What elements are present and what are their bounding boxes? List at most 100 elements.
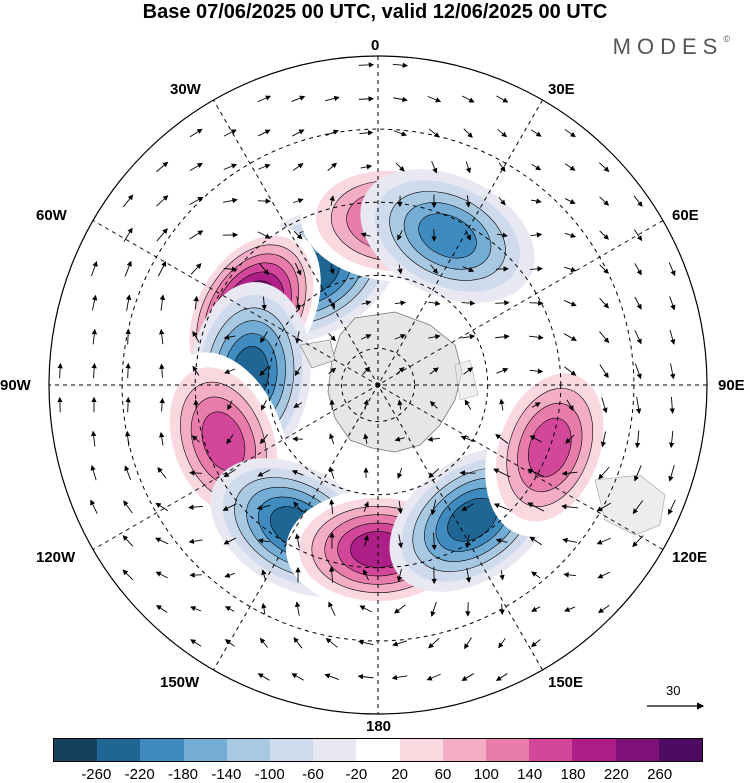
lon-label-150w: 150W: [160, 674, 200, 691]
lon-label-30w: 30W: [170, 81, 201, 98]
wind-arrow: [363, 569, 369, 581]
wind-arrow: [463, 637, 472, 650]
wind-arrow: [668, 465, 675, 482]
wind-arrow: [325, 129, 339, 136]
wind-arrow: [295, 331, 301, 344]
colorbar-swatch: [529, 739, 573, 761]
colorbar-swatch: [226, 739, 271, 761]
wind-arrow: [192, 330, 200, 343]
wind-arrow: [598, 162, 610, 172]
anomaly-field: [158, 160, 615, 610]
wind-arrow: [498, 162, 506, 172]
wind-arrow: [223, 334, 236, 340]
wind-arrow: [529, 435, 542, 443]
map-title: Base 07/06/2025 00 UTC, valid 12/06/2025…: [142, 1, 608, 23]
colorbar-swatch: [313, 739, 357, 761]
colorbar-tick-label: -180: [167, 766, 199, 783]
wind-arrow: [259, 366, 269, 377]
wind-arrow: [531, 402, 541, 408]
wind-arrow: [461, 503, 475, 511]
wind-arrow: [632, 535, 644, 548]
brand-mark: ©: [723, 34, 730, 44]
wind-arrow: [598, 466, 610, 480]
vector-scale-label: 30: [666, 683, 681, 698]
wind-arrow: [531, 198, 542, 204]
brand-logo: MODES©: [613, 34, 730, 60]
map-border: [48, 55, 708, 715]
lon-label-150e: 150E: [548, 674, 584, 691]
colorbar-swatch: [399, 739, 443, 761]
wind-arrow: [562, 537, 578, 544]
wind-arrow: [493, 503, 510, 511]
wind-arrow: [634, 430, 641, 449]
wind-arrow: [125, 396, 131, 413]
wind-arrow: [225, 606, 235, 612]
colorbar-tick-label: 260: [647, 766, 673, 783]
wind-arrow: [531, 571, 541, 579]
wind-arrow: [156, 195, 169, 207]
lon-label-0: 0: [371, 37, 380, 54]
wind-arrow: [193, 295, 199, 310]
wind-arrow: [329, 499, 335, 515]
wind-arrow: [529, 368, 544, 374]
wind-arrow: [123, 500, 133, 514]
wind-arrow: [527, 468, 545, 478]
wind-arrow: [363, 534, 369, 547]
wind-arrow: [669, 363, 676, 380]
wind-arrow: [261, 569, 267, 580]
wind-arrow: [599, 331, 610, 344]
wind-arrow: [564, 198, 576, 204]
wind-arrow: [394, 604, 406, 614]
negative-anomaly-contour: [418, 213, 477, 259]
wind-arrow: [90, 499, 98, 514]
wind-arrow: [394, 334, 406, 340]
wind-arrow: [223, 129, 237, 137]
wind-arrow: [91, 294, 98, 311]
wind-arrow: [465, 161, 471, 174]
wind-arrow: [125, 328, 131, 345]
wind-arrow: [324, 673, 339, 680]
wind-arrow: [223, 468, 236, 478]
colorbar-swatch: [658, 739, 703, 761]
wind-arrow: [391, 674, 408, 681]
wind-arrow: [596, 502, 611, 512]
polar-map: [48, 55, 708, 715]
wind-arrow: [188, 538, 203, 544]
wind-arrow: [91, 328, 98, 345]
wind-arrow: [495, 300, 510, 306]
wind-arrow: [527, 502, 545, 512]
lon-label-90e: 90E: [718, 377, 745, 394]
wind-arrow: [599, 230, 609, 240]
wind-arrow: [223, 266, 238, 272]
wind-arrow: [634, 263, 642, 276]
wind-arrow: [359, 130, 374, 136]
wind-arrow: [634, 330, 642, 345]
wind-arrow: [564, 366, 577, 376]
wind-arrow: [328, 333, 336, 342]
wind-arrow: [257, 538, 270, 544]
wind-arrow: [497, 128, 508, 138]
wind-arrow: [563, 572, 576, 578]
wind-arrow: [461, 673, 474, 681]
wind-arrow: [122, 194, 134, 208]
wind-arrow: [499, 398, 505, 411]
wind-arrow: [428, 468, 440, 479]
wind-arrow: [530, 129, 542, 137]
wind-arrow: [258, 163, 271, 170]
wind-arrow: [329, 195, 335, 206]
wind-arrow: [189, 196, 204, 206]
colorbar-swatch: [183, 739, 227, 761]
colorbar-swatch: [356, 739, 400, 761]
wind-arrow: [563, 333, 577, 341]
wind-arrow: [529, 536, 543, 546]
wind-arrow: [393, 130, 407, 137]
wind-arrow: [293, 198, 304, 204]
wind-arrow: [156, 161, 169, 173]
wind-arrow: [395, 366, 405, 375]
wind-arrow: [564, 163, 576, 171]
wind-arrow: [599, 364, 609, 379]
wind-arrow: [498, 638, 506, 649]
wind-arrow: [155, 502, 169, 512]
wind-arrow: [598, 604, 610, 614]
wind-arrow: [426, 673, 441, 681]
